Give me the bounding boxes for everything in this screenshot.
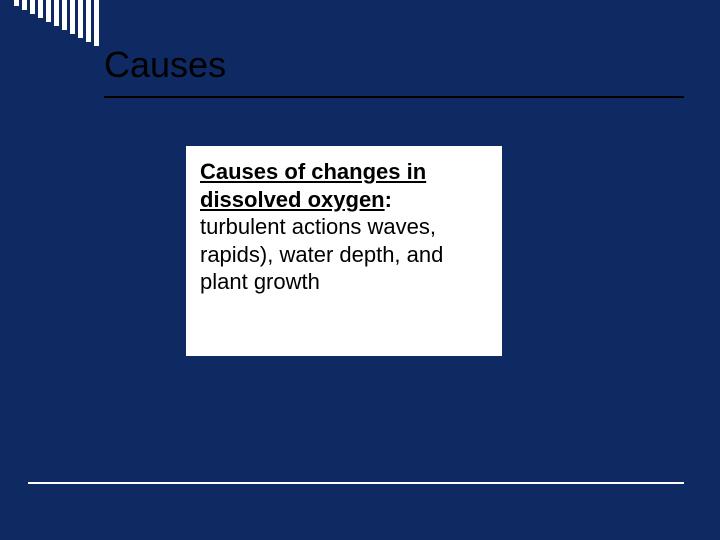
- slide: Causes Causes of changes in dissolved ox…: [0, 0, 720, 540]
- content-heading-text: Causes of changes in dissolved oxygen: [200, 159, 426, 212]
- content-body: turbulent actions waves, rapids), water …: [200, 213, 488, 296]
- footer-rule: [28, 482, 684, 484]
- comb-tooth: [78, 0, 83, 38]
- slide-title: Causes: [104, 44, 650, 86]
- title-underline: [104, 96, 684, 98]
- comb-tooth: [22, 0, 27, 10]
- content-heading: Causes of changes in dissolved oxygen:: [200, 158, 488, 213]
- comb-tooth: [46, 0, 51, 22]
- comb-tooth: [54, 0, 59, 26]
- comb-tooth: [14, 0, 19, 6]
- title-area: Causes: [104, 44, 650, 86]
- comb-tooth: [30, 0, 35, 14]
- comb-tooth: [38, 0, 43, 18]
- comb-tooth: [94, 0, 99, 46]
- decorative-comb: [0, 0, 99, 46]
- comb-tooth: [86, 0, 91, 42]
- content-box: Causes of changes in dissolved oxygen: t…: [186, 146, 502, 356]
- comb-tooth: [62, 0, 67, 30]
- comb-tooth: [70, 0, 75, 34]
- content-heading-suffix: :: [385, 187, 392, 212]
